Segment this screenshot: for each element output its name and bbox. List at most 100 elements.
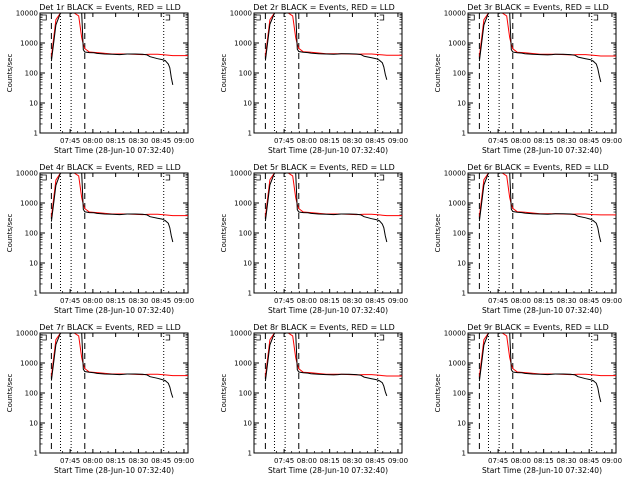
chart-title: Det 5r BLACK = Events, RED = LLD bbox=[253, 163, 395, 172]
plot-frame bbox=[467, 172, 617, 294]
y-tick-label: 100 bbox=[453, 390, 466, 398]
x-tick-label: 08:00 bbox=[511, 137, 531, 145]
lld-series-line bbox=[264, 13, 402, 57]
y-tick-label: 10000 bbox=[16, 10, 38, 18]
x-tick-label: 08:30 bbox=[342, 137, 362, 145]
interval-bracket bbox=[379, 174, 385, 181]
lld-series-line bbox=[478, 173, 616, 217]
y-tick-label: 10 bbox=[29, 260, 38, 268]
y-axis-label: Counts/sec bbox=[220, 374, 228, 413]
y-axis-label: Counts/sec bbox=[220, 214, 228, 253]
x-tick-label: 09:00 bbox=[174, 137, 194, 145]
chart-panel-7: Det 7r BLACK = Events, RED = LLD Counts/s… bbox=[6, 323, 194, 475]
x-tick-label: 08:00 bbox=[83, 137, 103, 145]
y-tick-label: 100 bbox=[25, 230, 38, 238]
y-tick-label: 10 bbox=[457, 260, 466, 268]
y-tick-label: 1000 bbox=[448, 200, 466, 208]
x-tick-label: 09:00 bbox=[174, 297, 194, 305]
y-axis-label: Counts/sec bbox=[6, 374, 14, 413]
x-axis-label: Start Time (28-Jun-10 07:32:40) bbox=[482, 146, 602, 155]
x-tick-label: 07:45 bbox=[488, 297, 508, 305]
plot-frame bbox=[253, 12, 403, 134]
interval-bracket bbox=[379, 334, 385, 341]
x-tick-label: 08:00 bbox=[511, 297, 531, 305]
x-tick-label: 07:45 bbox=[274, 297, 294, 305]
y-tick-label: 10000 bbox=[444, 170, 466, 178]
events-series-line bbox=[50, 13, 174, 86]
interval-bracket bbox=[470, 334, 475, 341]
lld-series-line bbox=[50, 333, 188, 377]
interval-bracket bbox=[42, 334, 47, 341]
interval-bracket bbox=[470, 174, 475, 181]
events-series-line bbox=[264, 173, 388, 243]
y-tick-label: 1000 bbox=[20, 200, 38, 208]
events-series-line bbox=[478, 173, 602, 243]
x-tick-label: 08:15 bbox=[106, 297, 126, 305]
y-tick-label: 10 bbox=[243, 420, 252, 428]
y-tick-label: 10 bbox=[29, 420, 38, 428]
events-series-line bbox=[50, 333, 174, 398]
interval-bracket bbox=[256, 14, 261, 21]
chart-title: Det 2r BLACK = Events, RED = LLD bbox=[253, 3, 395, 12]
y-tick-label: 100 bbox=[239, 230, 252, 238]
plot-frame bbox=[39, 172, 189, 294]
chart-panel-1: Det 1r BLACK = Events, RED = LLD Counts/s… bbox=[6, 3, 194, 155]
lld-series-line bbox=[50, 13, 188, 57]
chart-title: Det 6r BLACK = Events, RED = LLD bbox=[467, 163, 609, 172]
y-tick-label: 10 bbox=[243, 100, 252, 108]
events-series-line bbox=[264, 333, 388, 397]
interval-bracket bbox=[256, 174, 261, 181]
x-tick-label: 07:45 bbox=[488, 137, 508, 145]
events-series-line bbox=[478, 333, 602, 403]
x-tick-label: 08:45 bbox=[365, 297, 385, 305]
x-tick-label: 08:30 bbox=[342, 457, 362, 465]
x-tick-label: 08:45 bbox=[365, 457, 385, 465]
y-tick-label: 1 bbox=[248, 290, 252, 298]
y-tick-label: 1 bbox=[462, 290, 466, 298]
x-tick-label: 08:45 bbox=[579, 457, 599, 465]
lld-series-line bbox=[478, 13, 616, 57]
y-tick-label: 1 bbox=[248, 450, 252, 458]
y-tick-label: 10000 bbox=[444, 330, 466, 338]
y-tick-label: 10000 bbox=[444, 10, 466, 18]
plot-frame bbox=[39, 12, 189, 134]
chart-title: Det 3r BLACK = Events, RED = LLD bbox=[467, 3, 609, 12]
y-tick-label: 1000 bbox=[20, 360, 38, 368]
x-tick-label: 09:00 bbox=[174, 457, 194, 465]
x-axis-label: Start Time (28-Jun-10 07:32:40) bbox=[54, 466, 174, 475]
x-tick-label: 08:00 bbox=[297, 457, 317, 465]
interval-bracket bbox=[470, 14, 475, 21]
interval-bracket bbox=[593, 14, 599, 21]
x-tick-label: 08:30 bbox=[556, 137, 576, 145]
plot-frame bbox=[253, 332, 403, 454]
x-tick-label: 08:15 bbox=[106, 457, 126, 465]
x-tick-label: 09:00 bbox=[602, 297, 622, 305]
plot-frame bbox=[467, 332, 617, 454]
x-tick-label: 08:00 bbox=[83, 297, 103, 305]
y-axis-label: Counts/sec bbox=[6, 54, 14, 93]
y-axis-label: Counts/sec bbox=[434, 214, 442, 253]
x-tick-label: 08:00 bbox=[511, 457, 531, 465]
y-tick-label: 10000 bbox=[230, 170, 252, 178]
x-tick-label: 08:15 bbox=[534, 297, 554, 305]
chart-panel-4: Det 4r BLACK = Events, RED = LLD Counts/s… bbox=[6, 163, 194, 315]
plot-frame bbox=[253, 172, 403, 294]
chart-panel-8: Det 8r BLACK = Events, RED = LLD Counts/s… bbox=[220, 323, 408, 475]
x-axis-label: Start Time (28-Jun-10 07:32:40) bbox=[482, 466, 602, 475]
x-tick-label: 08:30 bbox=[556, 457, 576, 465]
y-axis-label: Counts/sec bbox=[434, 374, 442, 413]
chart-title: Det 1r BLACK = Events, RED = LLD bbox=[39, 3, 181, 12]
x-tick-label: 08:30 bbox=[128, 137, 148, 145]
x-tick-label: 08:30 bbox=[556, 297, 576, 305]
y-axis-label: Counts/sec bbox=[434, 54, 442, 93]
y-tick-label: 10 bbox=[457, 420, 466, 428]
y-axis-label: Counts/sec bbox=[6, 214, 14, 253]
lld-series-line bbox=[478, 333, 616, 377]
events-series-line bbox=[478, 13, 602, 83]
interval-bracket bbox=[165, 334, 171, 341]
x-axis-label: Start Time (28-Jun-10 07:32:40) bbox=[54, 306, 174, 315]
x-tick-label: 07:45 bbox=[274, 457, 294, 465]
y-tick-label: 1 bbox=[462, 130, 466, 138]
x-tick-label: 08:00 bbox=[297, 137, 317, 145]
x-tick-label: 07:45 bbox=[488, 457, 508, 465]
